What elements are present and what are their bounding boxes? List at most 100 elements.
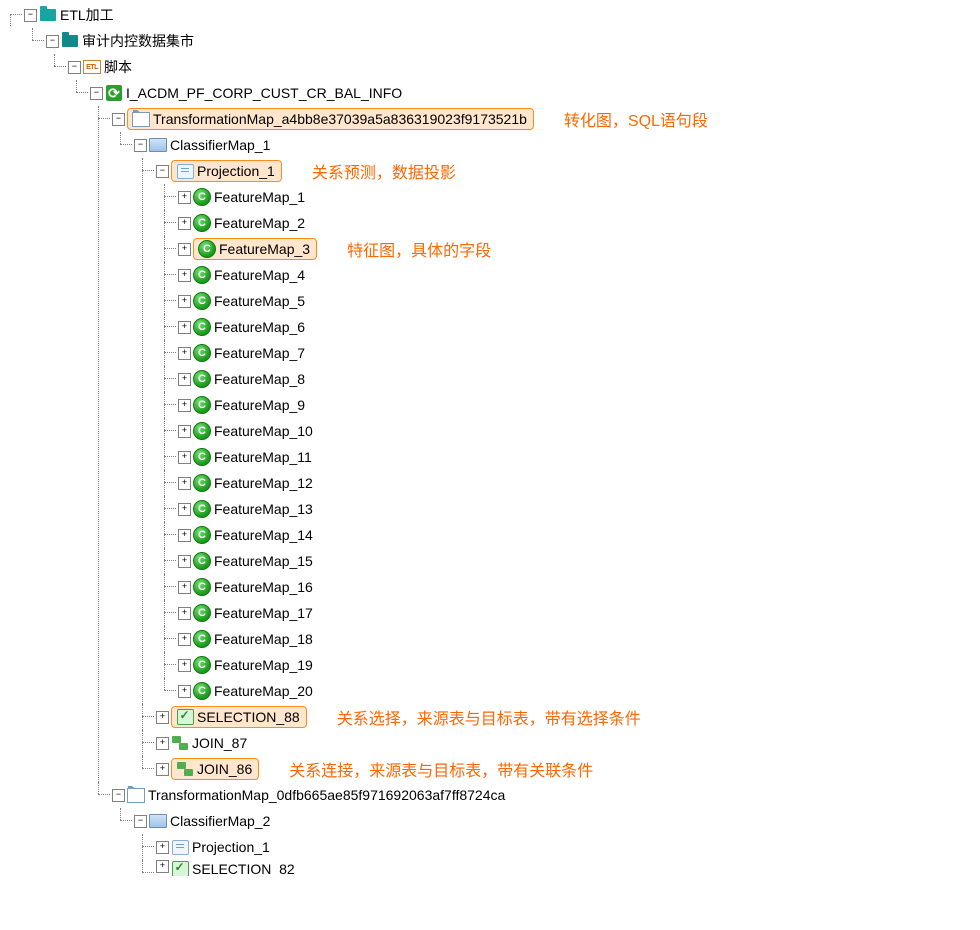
tree-label[interactable]: FeatureMap_16: [212, 579, 315, 595]
tree-label[interactable]: FeatureMap_12: [212, 475, 315, 491]
tree-row[interactable]: +CFeatureMap_17: [178, 600, 980, 626]
tree-item[interactable]: + JOIN_87: [134, 730, 980, 756]
tree-item[interactable]: −ClassifierMap_1−Projection_1关系预测，数据投影+C…: [112, 132, 980, 782]
tree-row[interactable]: +Projection_1: [156, 834, 980, 860]
tree-item[interactable]: +CFeatureMap_14: [156, 522, 980, 548]
tree-label[interactable]: FeatureMap_14: [212, 527, 315, 543]
tree-item[interactable]: +CFeatureMap_17: [156, 600, 980, 626]
tree-row[interactable]: +CFeatureMap_12: [178, 470, 980, 496]
expand-toggle[interactable]: +: [178, 295, 191, 308]
tree-label[interactable]: TransformationMap_a4bb8e37039a5a83631902…: [151, 111, 529, 127]
highlighted-node[interactable]: TransformationMap_a4bb8e37039a5a83631902…: [127, 108, 534, 130]
tree-row[interactable]: +CFeatureMap_20: [178, 678, 980, 704]
tree-row[interactable]: +CFeatureMap_16: [178, 574, 980, 600]
tree-row[interactable]: +JOIN_86关系连接，来源表与目标表，带有关联条件: [156, 756, 980, 782]
tree-row[interactable]: − ClassifierMap_1: [134, 132, 980, 158]
tree-label[interactable]: Projection_1: [190, 839, 272, 855]
tree-row[interactable]: − TransformationMap_0dfb665ae85f971692063…: [112, 782, 980, 808]
expand-toggle[interactable]: +: [178, 529, 191, 542]
tree-row[interactable]: +CFeatureMap_7: [178, 340, 980, 366]
tree-item[interactable]: −ETL加工−审计内控数据集市−ETL脚本−⟳I_ACDM_PF_CORP_CU…: [2, 2, 980, 876]
expand-toggle[interactable]: +: [178, 581, 191, 594]
tree-row[interactable]: +CFeatureMap_13: [178, 496, 980, 522]
collapse-toggle[interactable]: −: [156, 165, 169, 178]
tree-item[interactable]: +CFeatureMap_19: [156, 652, 980, 678]
tree-item[interactable]: −Projection_1关系预测，数据投影+CFeatureMap_1+CFe…: [134, 158, 980, 704]
tree-item[interactable]: −⟳I_ACDM_PF_CORP_CUST_CR_BAL_INFO−Transf…: [68, 80, 980, 876]
tree-item[interactable]: +CFeatureMap_6: [156, 314, 980, 340]
tree-item[interactable]: +CFeatureMap_18: [156, 626, 980, 652]
tree-row[interactable]: −ETL脚本: [68, 54, 980, 80]
collapse-toggle[interactable]: −: [134, 139, 147, 152]
tree-row[interactable]: +SELECTION_82: [156, 860, 980, 876]
tree-row[interactable]: −Projection_1关系预测，数据投影: [156, 158, 980, 184]
tree-row[interactable]: +CFeatureMap_18: [178, 626, 980, 652]
tree-label[interactable]: FeatureMap_18: [212, 631, 315, 647]
tree-row[interactable]: +SELECTION_88关系选择，来源表与目标表，带有选择条件: [156, 704, 980, 730]
tree-item[interactable]: −审计内控数据集市−ETL脚本−⟳I_ACDM_PF_CORP_CUST_CR_…: [24, 28, 980, 876]
tree-row[interactable]: +CFeatureMap_2: [178, 210, 980, 236]
tree-label[interactable]: FeatureMap_1: [212, 189, 307, 205]
collapse-toggle[interactable]: −: [112, 789, 125, 802]
tree-item[interactable]: +CFeatureMap_11: [156, 444, 980, 470]
tree-item[interactable]: +CFeatureMap_5: [156, 288, 980, 314]
highlighted-node[interactable]: JOIN_86: [171, 758, 259, 780]
expand-toggle[interactable]: +: [178, 347, 191, 360]
tree-label[interactable]: ClassifierMap_2: [168, 813, 272, 829]
tree-item[interactable]: +CFeatureMap_16: [156, 574, 980, 600]
tree-row[interactable]: − TransformationMap_a4bb8e37039a5a8363190…: [112, 106, 980, 132]
tree-row[interactable]: +CFeatureMap_19: [178, 652, 980, 678]
tree-item[interactable]: +CFeatureMap_13: [156, 496, 980, 522]
tree-row[interactable]: +CFeatureMap_5: [178, 288, 980, 314]
tree-row[interactable]: + JOIN_87: [156, 730, 980, 756]
expand-toggle[interactable]: +: [178, 685, 191, 698]
expand-toggle[interactable]: +: [156, 711, 169, 724]
highlighted-node[interactable]: CFeatureMap_3: [193, 238, 317, 260]
tree-label[interactable]: FeatureMap_10: [212, 423, 315, 439]
collapse-toggle[interactable]: −: [90, 87, 103, 100]
tree-item[interactable]: +CFeatureMap_8: [156, 366, 980, 392]
expand-toggle[interactable]: +: [156, 737, 169, 750]
tree-item[interactable]: +CFeatureMap_10: [156, 418, 980, 444]
tree-row[interactable]: +CFeatureMap_15: [178, 548, 980, 574]
tree-label[interactable]: JOIN_87: [190, 735, 249, 751]
tree-label[interactable]: FeatureMap_19: [212, 657, 315, 673]
tree-label[interactable]: ETL加工: [58, 5, 116, 25]
tree-row[interactable]: +CFeatureMap_8: [178, 366, 980, 392]
tree-label[interactable]: FeatureMap_7: [212, 345, 307, 361]
highlighted-node[interactable]: SELECTION_88: [171, 706, 307, 728]
tree-label[interactable]: TransformationMap_0dfb665ae85f971692063a…: [146, 787, 507, 803]
tree-item[interactable]: +SELECTION_88关系选择，来源表与目标表，带有选择条件: [134, 704, 980, 730]
expand-toggle[interactable]: +: [178, 425, 191, 438]
tree-row[interactable]: −⟳I_ACDM_PF_CORP_CUST_CR_BAL_INFO: [90, 80, 980, 106]
tree-row[interactable]: −ClassifierMap_2: [134, 808, 980, 834]
tree-label[interactable]: FeatureMap_17: [212, 605, 315, 621]
tree-row[interactable]: +CFeatureMap_6: [178, 314, 980, 340]
tree-label[interactable]: FeatureMap_8: [212, 371, 307, 387]
tree-item[interactable]: +CFeatureMap_3特征图，具体的字段: [156, 236, 980, 262]
collapse-toggle[interactable]: −: [68, 61, 81, 74]
highlighted-node[interactable]: Projection_1: [171, 160, 282, 182]
tree-label[interactable]: ClassifierMap_1: [168, 137, 272, 153]
tree-row[interactable]: +CFeatureMap_9: [178, 392, 980, 418]
expand-toggle[interactable]: +: [178, 477, 191, 490]
tree-row[interactable]: −ETL加工: [24, 2, 980, 28]
expand-toggle[interactable]: +: [178, 659, 191, 672]
tree-label[interactable]: I_ACDM_PF_CORP_CUST_CR_BAL_INFO: [124, 85, 404, 101]
expand-toggle[interactable]: +: [156, 763, 169, 776]
tree-item[interactable]: +CFeatureMap_20: [156, 678, 980, 704]
tree-item[interactable]: +CFeatureMap_2: [156, 210, 980, 236]
tree-label[interactable]: FeatureMap_13: [212, 501, 315, 517]
collapse-toggle[interactable]: −: [112, 113, 125, 126]
tree-label[interactable]: SELECTION_88: [195, 709, 302, 725]
tree-row[interactable]: −审计内控数据集市: [46, 28, 980, 54]
tree-row[interactable]: +CFeatureMap_11: [178, 444, 980, 470]
tree-label[interactable]: FeatureMap_4: [212, 267, 307, 283]
tree-item[interactable]: +CFeatureMap_9: [156, 392, 980, 418]
tree-item[interactable]: +CFeatureMap_4: [156, 262, 980, 288]
tree-label[interactable]: FeatureMap_20: [212, 683, 315, 699]
tree-item[interactable]: +JOIN_86关系连接，来源表与目标表，带有关联条件: [134, 756, 980, 782]
tree-item[interactable]: +CFeatureMap_15: [156, 548, 980, 574]
tree-label[interactable]: FeatureMap_11: [212, 449, 314, 465]
expand-toggle[interactable]: +: [178, 321, 191, 334]
